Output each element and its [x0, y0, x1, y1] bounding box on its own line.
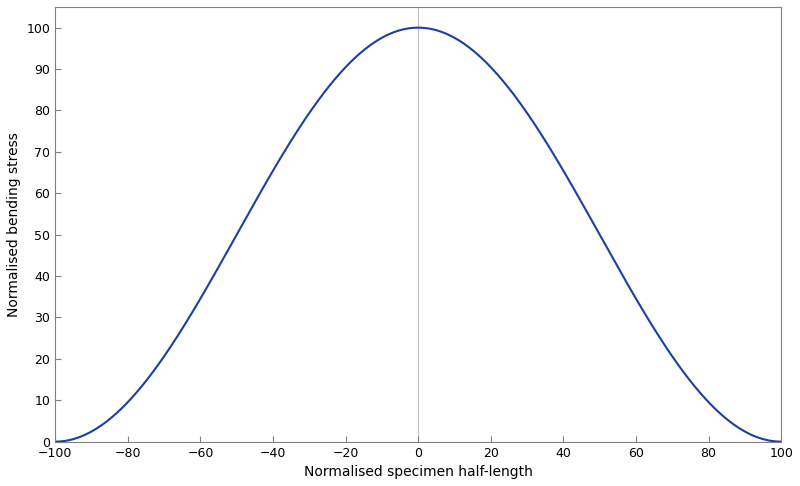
- Y-axis label: Normalised bending stress: Normalised bending stress: [7, 132, 21, 317]
- X-axis label: Normalised specimen half-length: Normalised specimen half-length: [304, 465, 533, 479]
